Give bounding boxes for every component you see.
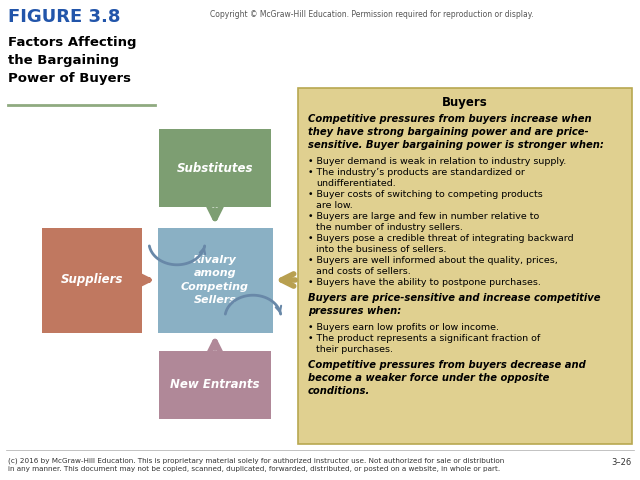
Text: Buyers are price-sensitive and increase competitive: Buyers are price-sensitive and increase …: [308, 293, 600, 303]
Text: their purchases.: their purchases.: [316, 345, 393, 354]
Text: Rivalry
among
Competing
Sellers: Rivalry among Competing Sellers: [181, 255, 249, 305]
Text: • Buyers are large and few in number relative to: • Buyers are large and few in number rel…: [308, 212, 540, 221]
Text: the number of industry sellers.: the number of industry sellers.: [316, 223, 463, 232]
Text: • Buyer costs of switching to competing products: • Buyer costs of switching to competing …: [308, 190, 543, 199]
Text: • Buyers pose a credible threat of integrating backward: • Buyers pose a credible threat of integ…: [308, 234, 573, 243]
Text: Substitutes: Substitutes: [177, 161, 253, 175]
Text: Copyright © McGraw-Hill Education. Permission required for reproduction or displ: Copyright © McGraw-Hill Education. Permi…: [210, 10, 534, 19]
Text: (c) 2016 by McGraw-Hill Education. This is proprietary material solely for autho: (c) 2016 by McGraw-Hill Education. This …: [8, 458, 504, 472]
Text: into the business of sellers.: into the business of sellers.: [316, 245, 446, 254]
Text: • Buyers are well informed about the quality, prices,: • Buyers are well informed about the qua…: [308, 256, 557, 265]
Text: FIGURE 3.8: FIGURE 3.8: [8, 8, 120, 26]
Text: 3–26: 3–26: [612, 458, 632, 467]
Text: • Buyer demand is weak in relation to industry supply.: • Buyer demand is weak in relation to in…: [308, 157, 566, 166]
Text: • Buyers earn low profits or low income.: • Buyers earn low profits or low income.: [308, 323, 499, 332]
Text: undifferentiated.: undifferentiated.: [316, 179, 396, 188]
Text: New Entrants: New Entrants: [170, 379, 260, 392]
FancyBboxPatch shape: [157, 228, 273, 333]
Text: • Buyers have the ability to postpone purchases.: • Buyers have the ability to postpone pu…: [308, 278, 541, 287]
Text: they have strong bargaining power and are price-: they have strong bargaining power and ar…: [308, 127, 589, 137]
Text: conditions.: conditions.: [308, 386, 371, 396]
Text: • The industry’s products are standardized or: • The industry’s products are standardiz…: [308, 168, 525, 177]
Text: Buyers: Buyers: [442, 96, 488, 109]
FancyBboxPatch shape: [159, 129, 271, 207]
Text: become a weaker force under the opposite: become a weaker force under the opposite: [308, 373, 549, 383]
Text: sensitive. Buyer bargaining power is stronger when:: sensitive. Buyer bargaining power is str…: [308, 140, 604, 150]
FancyBboxPatch shape: [159, 351, 271, 419]
Text: and costs of sellers.: and costs of sellers.: [316, 267, 411, 276]
FancyBboxPatch shape: [42, 228, 142, 333]
Text: Factors Affecting
the Bargaining
Power of Buyers: Factors Affecting the Bargaining Power o…: [8, 36, 136, 85]
FancyBboxPatch shape: [298, 88, 632, 444]
Text: pressures when:: pressures when:: [308, 306, 401, 316]
Text: Suppliers: Suppliers: [61, 274, 123, 287]
Text: are low.: are low.: [316, 201, 353, 210]
Text: • The product represents a significant fraction of: • The product represents a significant f…: [308, 334, 540, 343]
Text: Competitive pressures from buyers increase when: Competitive pressures from buyers increa…: [308, 114, 591, 124]
Text: Competitive pressures from buyers decrease and: Competitive pressures from buyers decrea…: [308, 360, 586, 370]
